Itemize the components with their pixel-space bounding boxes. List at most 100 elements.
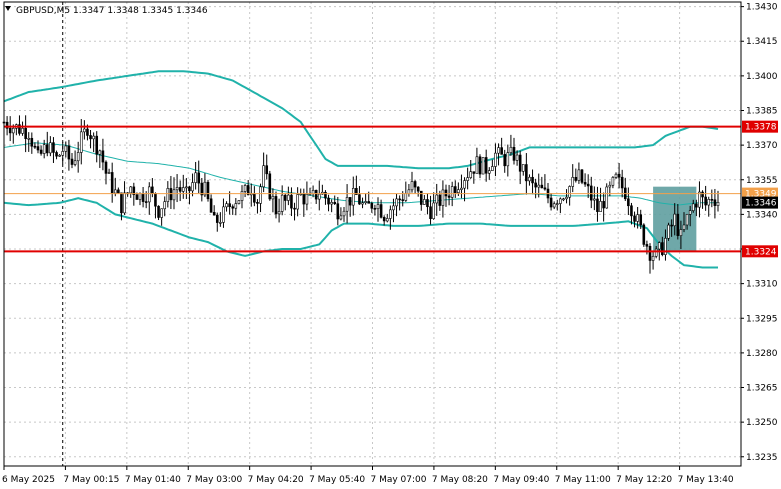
candle-body [611, 177, 615, 186]
candle-body [645, 244, 649, 247]
candle-body [463, 180, 466, 189]
candle-body [552, 203, 556, 208]
candle-body [42, 144, 46, 154]
candle-body [194, 172, 197, 183]
candle-body [614, 173, 618, 178]
candle-body [423, 199, 426, 205]
candle-body [537, 184, 541, 188]
candle-body [234, 203, 238, 209]
candle-body [79, 131, 83, 153]
candle-body [673, 213, 677, 227]
candle-body [305, 194, 309, 205]
candle-body [487, 170, 491, 174]
candle-body [129, 186, 133, 194]
candle-body [89, 135, 92, 140]
candle-body [370, 203, 374, 209]
candle-body [426, 199, 429, 208]
candle-body [98, 150, 102, 155]
y-tick-label: 1.3430 [746, 3, 778, 13]
x-tick-label: 7 May 09:40 [493, 475, 549, 485]
candle-body [682, 224, 686, 230]
candle-body [410, 181, 414, 191]
candle-body [704, 196, 707, 206]
y-tick-label: 1.3400 [746, 72, 778, 82]
candle-body [472, 171, 476, 174]
candle-body [317, 193, 321, 200]
candle-body [212, 212, 216, 216]
candle-body [568, 186, 571, 198]
bollinger-bands [3, 70, 719, 269]
candle-body [419, 190, 423, 205]
x-tick-label: 7 May 05:40 [309, 475, 365, 485]
candle-body [246, 185, 250, 196]
candle-body [450, 186, 454, 198]
candle-body [540, 184, 544, 189]
candle-body [330, 202, 333, 205]
candle-body [478, 156, 482, 175]
y-tick-label: 1.3340 [746, 210, 778, 220]
candle-body [181, 187, 185, 192]
candle-body [154, 193, 157, 207]
candle-body [648, 245, 652, 261]
candle-body [188, 186, 191, 192]
candle-body [280, 194, 284, 212]
x-tick-label: 7 May 00:15 [63, 475, 119, 485]
candle-body [549, 197, 553, 208]
candles [2, 114, 720, 274]
candle-body [460, 187, 463, 190]
candle-body [231, 206, 235, 209]
candle-body [518, 154, 522, 172]
candle-body [688, 210, 692, 215]
candle-body [506, 152, 510, 167]
candle-body [268, 173, 272, 200]
candle-body [73, 160, 77, 165]
candle-body [95, 135, 99, 155]
candle-body [691, 203, 695, 211]
candle-body [627, 198, 630, 207]
candle-body [163, 201, 167, 210]
candle-body [361, 202, 364, 205]
candle-body [562, 198, 565, 201]
y-tick-label: 1.3295 [746, 314, 778, 324]
candle-body [237, 200, 241, 204]
candle-body [416, 186, 420, 192]
candle-body [438, 194, 442, 206]
candle-body [515, 154, 519, 161]
candle-body [21, 128, 24, 134]
level-tag-bg [742, 245, 778, 258]
candle-body [407, 189, 411, 194]
candle-body [24, 128, 27, 139]
candle-body [392, 205, 395, 211]
y-tick-label: 1.3355 [746, 176, 778, 186]
chart-menu-icon[interactable] [5, 6, 11, 11]
candle-body [55, 152, 58, 157]
candle-body [333, 202, 337, 205]
candle-body [166, 188, 170, 202]
candle-body [336, 203, 340, 220]
candle-body [160, 208, 163, 218]
candle-body [151, 186, 154, 194]
candle-body [559, 198, 562, 204]
candle-body [432, 202, 435, 219]
candle-body [531, 176, 534, 184]
candle-body [429, 206, 432, 219]
candle-body [141, 193, 145, 202]
candle-body [113, 189, 117, 194]
candle-body [30, 137, 34, 147]
candle-body [373, 208, 377, 210]
bollinger-lower-line [3, 197, 718, 269]
candle-body [605, 186, 609, 209]
candle-body [52, 142, 55, 153]
candle-body [240, 191, 244, 201]
candle-body [676, 213, 680, 236]
candle-body [355, 188, 358, 195]
candle-body [651, 255, 655, 261]
candle-body [574, 177, 578, 181]
candle-body [698, 191, 701, 208]
candle-body [138, 193, 142, 200]
candle-body [200, 182, 204, 196]
candle-body [457, 189, 460, 193]
candle-body [228, 203, 231, 207]
